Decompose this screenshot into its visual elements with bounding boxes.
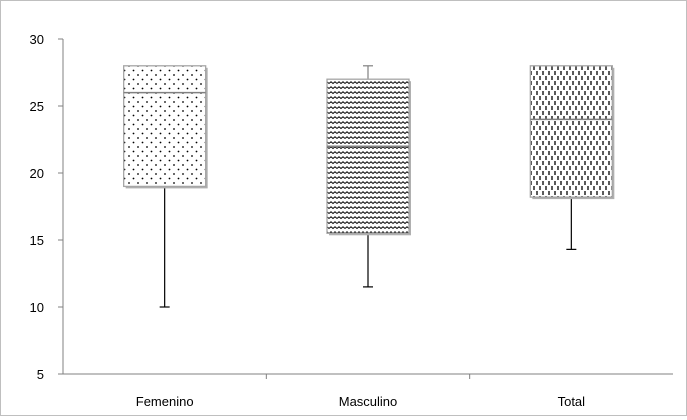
x-tick-label: Masculino: [339, 394, 398, 409]
y-tick-label: 5: [37, 367, 44, 382]
iqr-box: [529, 65, 613, 198]
x-tick-label: Femenino: [136, 394, 194, 409]
boxes: [123, 65, 615, 308]
iqr-box: [326, 78, 410, 234]
y-tick-label: 30: [30, 32, 44, 47]
y-tick-label: 15: [30, 233, 44, 248]
y-tick-label: 10: [30, 300, 44, 315]
box-femenino: [123, 65, 208, 308]
iqr-box: [123, 65, 207, 188]
box-total: [529, 65, 615, 250]
y-tick-label: 25: [30, 99, 44, 114]
axes: 5 10 15 20 25 30 Femenino Masculino Total: [30, 32, 673, 409]
y-tick-label: 20: [30, 166, 44, 181]
x-tick-label: Total: [558, 394, 586, 409]
box-masculino: [326, 65, 411, 288]
